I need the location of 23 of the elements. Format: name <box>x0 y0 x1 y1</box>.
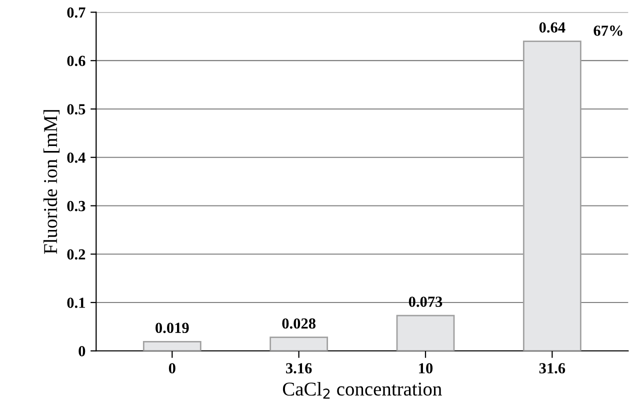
data-label: 0.073 <box>408 296 442 307</box>
y-tick-label: 0.7 <box>67 7 86 18</box>
bar <box>396 314 455 351</box>
annotation: 67% <box>594 26 622 36</box>
y-tick-label: 0.6 <box>67 56 86 66</box>
data-label: 0.019 <box>156 322 189 334</box>
y-tick-label: 0.1 <box>67 298 85 308</box>
bar <box>270 336 328 351</box>
x-tick-label: 3.16 <box>286 363 312 374</box>
y-tick-label: 0.3 <box>67 200 86 212</box>
x-tick-label: 0 <box>168 363 176 374</box>
y-tick-label: 0.4 <box>67 152 86 163</box>
y-tick-label: 0.2 <box>67 249 86 260</box>
y-tick-label: 0.5 <box>67 104 86 115</box>
x-tick-label: 10 <box>419 363 433 374</box>
bar <box>142 340 202 351</box>
x-tick-label: 31.6 <box>539 363 566 374</box>
data-label: 0.64 <box>539 22 566 33</box>
data-label: 0.028 <box>282 318 316 329</box>
bar <box>522 40 582 351</box>
y-axis-title: Fluoride ion [mM] <box>43 110 60 254</box>
x-axis-title: CaCl$_{2}$ concentration <box>282 382 442 399</box>
y-tick-label: 0 <box>78 346 86 356</box>
